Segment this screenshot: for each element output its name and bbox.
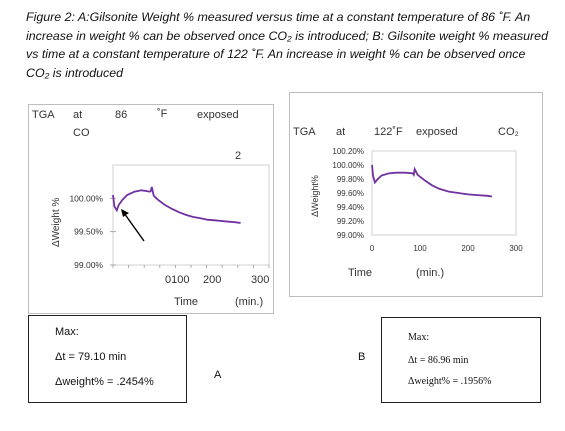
figure-caption: Figure 2: A:Gilsonite Weight % measured … — [26, 8, 556, 82]
results-box-a: Max: Δt = 79.10 min Δweight% = .2454% — [28, 315, 187, 403]
panel-a-plot: 100.00% 99.50% 99.00% — [69, 164, 270, 270]
panel-b-weight-series-line — [371, 164, 493, 198]
panel-a-title-unit: ˚F — [157, 108, 168, 120]
results-box-b: Max: Δt = 86.96 min Δweight% = .1956% — [381, 317, 541, 403]
panel-a-x-label-unit: (min.) — [235, 296, 264, 308]
box-a-delta-weight: Δweight% = .2454% — [55, 376, 154, 388]
panel-a-arrow-head — [121, 209, 129, 217]
panel-b-title-co2: CO₂ — [498, 126, 519, 138]
box-a-delta-time: Δt = 79.10 min — [55, 351, 127, 363]
panel-b-x-label-time: Time — [348, 267, 373, 279]
panel-a-plot-area — [112, 164, 270, 266]
panel-b-title-tga: TGA — [293, 126, 316, 138]
box-a-max-label: Max: — [55, 326, 79, 338]
panel-b-y-tick-label: 100.00% — [332, 161, 364, 170]
panel-b-x-tick-label: 200 — [461, 244, 475, 253]
caption-line-1: Figure 2: A:Gilsonite Weight % measured … — [26, 10, 531, 24]
caption-line-3: vs time at a constant temperature of 122… — [26, 47, 526, 61]
chart-panel-a: TGA at 86 ˚F exposed CO 2 ΔWeight % 100.… — [28, 104, 274, 314]
caption-line-4: CO₂ is introduced — [26, 65, 124, 80]
panel-b-plot-area — [371, 150, 517, 236]
panel-a-arrow-shaft — [123, 212, 145, 242]
box-b-max-label: Max: — [408, 332, 430, 343]
panel-a-y-tick-label: 99.50% — [74, 227, 103, 237]
panel-a-title-subscript: 2 — [235, 150, 242, 162]
panel-a-title-temp: 86 — [115, 109, 128, 121]
panel-a-title-tga: TGA — [32, 109, 55, 121]
panel-b-x-label-unit: (min.) — [416, 267, 445, 279]
panel-a-title-at: at — [73, 109, 83, 121]
panel-b-y-tick-label: 99.80% — [337, 175, 364, 184]
panel-a-x-tick-3: 300 — [251, 274, 270, 286]
box-b-delta-weight: Δweight% = .1956% — [408, 376, 492, 387]
panel-a-title-exposed: exposed — [197, 109, 239, 121]
panel-b-y-tick-label: 99.20% — [337, 217, 364, 226]
panel-b-title-at: at — [336, 126, 346, 138]
panel-b-plot: 100.20% 100.00% 99.80% 99.60% 99.40% 99.20% 99… — [332, 147, 523, 253]
panel-a-title-co: CO — [73, 127, 90, 139]
label-a: A — [214, 369, 222, 381]
panel-b-title-exposed: exposed — [416, 126, 458, 138]
panel-a-x-label-time: Time — [174, 296, 199, 308]
panel-a-y-tick-label: 100.00% — [69, 193, 103, 203]
label-b: B — [358, 351, 366, 363]
panel-b-y-tick-label: 99.00% — [337, 231, 364, 240]
panel-b-y-tick-label: 100.20% — [332, 147, 364, 156]
caption-line-2: increase in weight % can be observed onc… — [26, 28, 548, 43]
panel-b-title-temp: 122˚F — [374, 126, 403, 138]
panel-b-y-tick-label: 99.60% — [337, 189, 364, 198]
panel-b-x-tick-label: 300 — [509, 244, 523, 253]
box-b-delta-time: Δt = 86.96 min — [408, 355, 469, 366]
panel-b-x-tick-label: 100 — [413, 244, 427, 253]
panel-a-weight-series-line — [112, 186, 241, 224]
panel-a-x-tick-1: 0100 — [165, 274, 190, 286]
panel-a-x-tick-2: 200 — [203, 274, 222, 286]
panel-b-y-tick-label: 99.40% — [337, 203, 364, 212]
panel-b-x-tick-label: 0 — [370, 244, 375, 253]
panel-a-y-tick-label: 99.00% — [74, 260, 103, 270]
chart-panel-b: TGA at 122˚F exposed CO₂ ΔWeight% 100.20… — [289, 92, 543, 297]
